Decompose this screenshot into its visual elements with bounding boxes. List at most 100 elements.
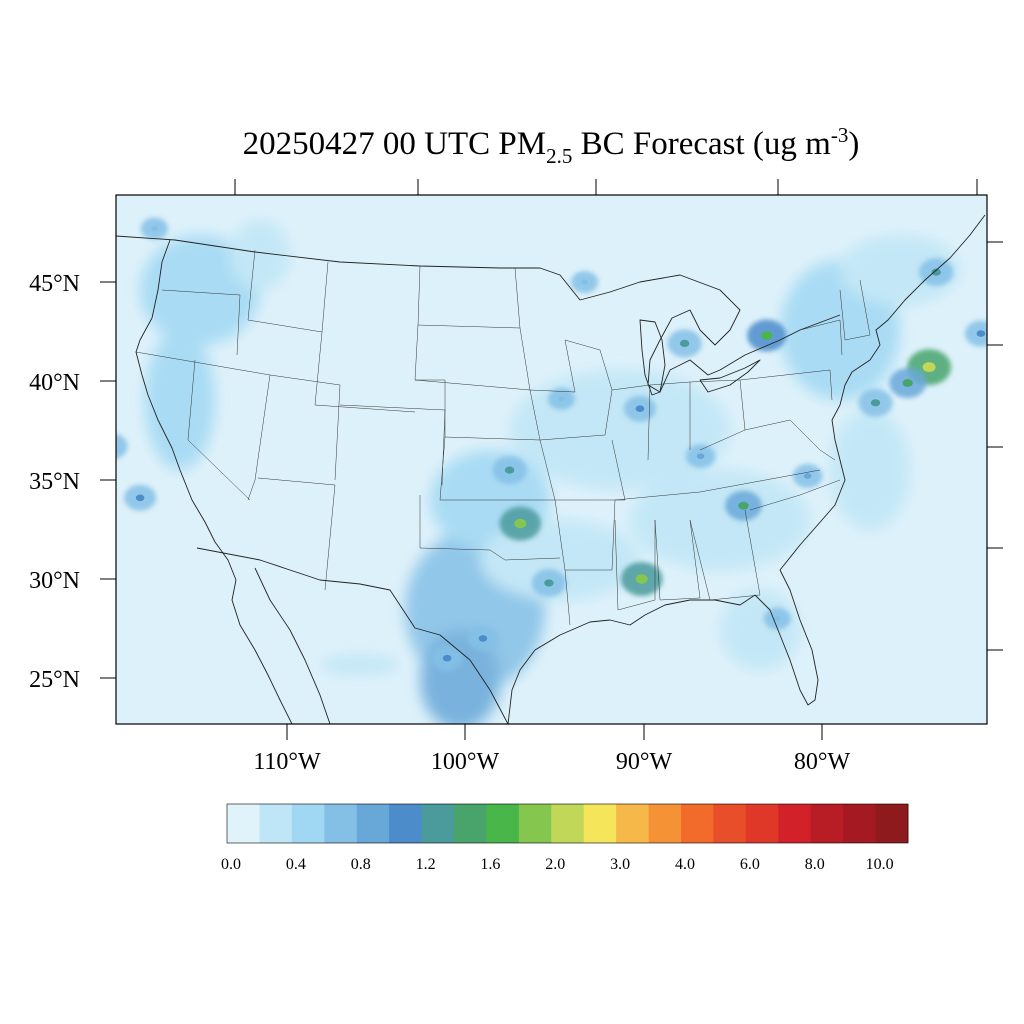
hotspot-detroit <box>761 331 773 340</box>
lat-label-35n: 35°N <box>29 469 80 495</box>
plume-pacific-northwest <box>140 235 260 345</box>
state-line-mn <box>519 327 576 393</box>
colorbar-tick-label: 4.0 <box>675 856 695 873</box>
state-line-ut <box>269 374 341 481</box>
state-line-ga <box>689 509 761 601</box>
colorbar-swatch <box>486 804 520 843</box>
lat-label-40n: 40°N <box>29 370 80 396</box>
colorbar-swatch <box>778 804 812 843</box>
hotspot-sf-bay <box>62 422 75 432</box>
colorbar-frame <box>226 803 909 844</box>
hotspot-chicago <box>679 339 690 347</box>
colorbar-swatch <box>551 804 585 843</box>
florida <box>754 569 819 706</box>
colorbar-tick-label: 0.0 <box>221 856 241 873</box>
colorbar-tick-label: 2.0 <box>545 856 565 873</box>
hotspot-st-louis <box>635 405 645 413</box>
colorbar-tick-label: 3.0 <box>610 856 630 873</box>
state-line-pa <box>739 369 833 401</box>
state-line-ny <box>799 319 843 356</box>
colorbar-swatch <box>259 804 293 843</box>
hotspot-fresno-halo <box>116 433 128 459</box>
colorbar-tick-label: 6.0 <box>740 856 760 873</box>
great-lakes <box>579 274 841 393</box>
hotspot-atlanta <box>738 501 749 510</box>
concentration-field <box>47 217 987 724</box>
plume-carolinas-offshore <box>830 410 910 530</box>
map-panel: 45°N 40°N 35°N 30°N 25°N 110°W 100°W 90°… <box>29 179 1003 775</box>
state-line-nd <box>417 265 521 329</box>
colorbar-swatch <box>681 804 714 843</box>
colorbar-swatch <box>583 804 617 843</box>
boundaries <box>116 214 986 724</box>
colorbar-tick-label: 0.8 <box>351 856 371 873</box>
colorbar-swatch <box>810 804 844 843</box>
hotspot-sacramento <box>75 404 87 413</box>
colorbar-swatch <box>745 804 779 843</box>
hotspot-montreal <box>931 268 941 276</box>
state-line-ok <box>419 495 561 561</box>
plume-florida <box>720 590 800 670</box>
hotspot-south-texas <box>478 635 488 642</box>
hotspot-nyc <box>922 362 936 373</box>
state-line-ia <box>529 389 613 441</box>
state-line-or-nv <box>135 351 271 376</box>
plume-mexico-west <box>320 655 400 675</box>
state-line-nv-ut <box>247 374 271 501</box>
hotspot-mexico-coahuila <box>442 654 452 662</box>
state-line-ar <box>554 499 616 571</box>
lon-label-100w: 100°W <box>431 749 500 775</box>
map-frame <box>115 194 988 725</box>
colorbar-swatch <box>454 804 487 843</box>
state-line-ne <box>415 379 541 441</box>
hotspot-core-layer <box>62 226 986 662</box>
colorbar-swatch <box>875 804 909 843</box>
colorbar-swatch <box>843 804 876 843</box>
hotspot-minneapolis <box>581 279 588 285</box>
longitude-labels: 110°W 100°W 90°W 80°W <box>253 749 850 775</box>
plume-california <box>145 330 215 470</box>
east-coast <box>779 214 986 571</box>
hotspot-spokane <box>151 226 158 231</box>
state-line-ca-nv <box>187 359 251 501</box>
colorbar-tick-label: 10.0 <box>866 856 894 873</box>
axis-ticks <box>100 179 1003 740</box>
colorbar-swatch <box>324 804 358 843</box>
hotspot-fresno <box>107 443 116 450</box>
hotspot-charlotte <box>803 473 812 479</box>
colorbar-labels: 0.0 0.4 0.8 1.2 1.6 2.0 3.0 4.0 6.0 8.0 10.0 <box>221 856 894 873</box>
lon-label-80w: 80°W <box>794 749 851 775</box>
latitude-labels: 45°N 40°N 35°N 30°N 25°N <box>29 271 80 693</box>
us-west-coast <box>135 239 237 581</box>
state-line-tn <box>614 469 821 501</box>
lake-michigan <box>639 319 666 396</box>
state-line-wi <box>564 339 613 391</box>
lake-erie <box>699 359 761 393</box>
plume-idaho <box>230 220 290 290</box>
state-line-ks <box>439 436 555 501</box>
colorbar-swatch <box>421 804 455 843</box>
lat-label-30n: 30°N <box>29 568 80 594</box>
colorbar-swatch <box>356 804 390 843</box>
hotspot-sf-bay-halo <box>47 409 91 445</box>
state-line-al <box>654 519 701 601</box>
state-line-mt <box>247 249 329 333</box>
colorbar-swatch <box>389 804 422 843</box>
colorbar-tick-label: 0.4 <box>286 856 306 873</box>
map-title: 20250427 00 UTC PM2.5 BC Forecast (ug m-… <box>243 123 860 168</box>
hotspot-dallas <box>514 518 527 529</box>
hotspot-new-orleans <box>635 574 648 584</box>
state-line-la <box>564 569 571 626</box>
state-lines <box>135 249 871 626</box>
hotspot-seattle <box>63 228 71 234</box>
colorbar-swatch <box>648 804 682 843</box>
hotspot-nashville <box>696 453 705 460</box>
state-line-or-id <box>161 289 241 356</box>
baja-california <box>231 579 293 724</box>
state-line-nc-sc <box>749 479 841 511</box>
colorbar-swatch <box>291 804 325 843</box>
lon-label-90w: 90°W <box>616 749 673 775</box>
hotspot-boston <box>976 330 986 337</box>
state-line-mo <box>539 439 626 501</box>
